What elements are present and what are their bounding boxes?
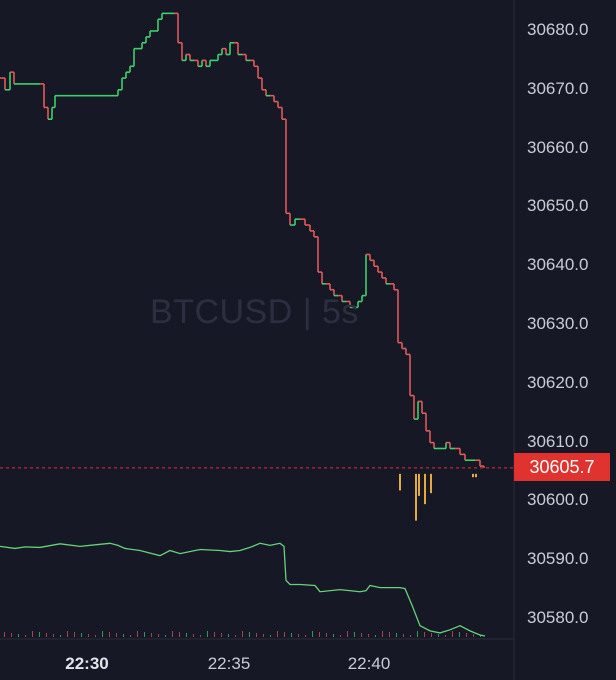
symbol-watermark: BTCUSD | 5s — [150, 293, 359, 331]
tick-volume-bar — [228, 634, 229, 637]
tick-volume-bar — [32, 631, 33, 637]
tick-volume-bar — [221, 633, 222, 637]
tick-volume-bar — [67, 631, 68, 637]
tick-volume-bar — [200, 635, 201, 637]
tick-volume-bar — [172, 631, 173, 637]
tick-volume-bar — [235, 635, 236, 637]
tick-volume-bar — [480, 635, 481, 637]
tick-volume-bar — [60, 635, 61, 637]
tick-volume-bar — [396, 633, 397, 637]
time-axis-label: 22:40 — [347, 654, 391, 673]
price-axis-label: 30620.0 — [527, 372, 589, 392]
price-axis-label: 30600.0 — [527, 490, 589, 510]
tick-volume-bar — [4, 632, 5, 637]
tick-volume-bar — [53, 634, 54, 637]
tick-volume-bar — [95, 635, 96, 637]
tick-volume-bar — [109, 632, 110, 637]
tick-volume-bar — [312, 631, 313, 637]
volume-bar — [475, 473, 477, 478]
tick-volume-bar — [11, 633, 12, 637]
volume-bar — [472, 473, 474, 478]
price-axis-label: 30650.0 — [527, 196, 589, 216]
tick-volume-bar — [319, 632, 320, 637]
tick-volume-bar — [410, 635, 411, 637]
tick-volume-bar — [74, 632, 75, 637]
tick-volume-bar — [263, 634, 264, 637]
tick-volume-bar — [298, 634, 299, 637]
tick-volume-bar — [305, 635, 306, 637]
tick-volume-bar — [333, 634, 334, 637]
tick-volume-bar — [291, 633, 292, 637]
tick-volume-bar — [466, 633, 467, 637]
tick-volume-bar — [130, 635, 131, 637]
tick-volume-bar — [151, 633, 152, 637]
time-axis-label: 22:35 — [207, 654, 251, 673]
tick-volume-bar — [424, 632, 425, 637]
tick-volume-bar — [431, 633, 432, 637]
tick-volume-bar — [347, 631, 348, 637]
tick-volume-bar — [18, 634, 19, 637]
tick-volume-bar — [158, 634, 159, 637]
tick-volume-bar — [88, 634, 89, 637]
price-axis-label: 30660.0 — [527, 137, 589, 157]
tick-volume-bar — [445, 635, 446, 637]
tick-volume-bar — [256, 633, 257, 637]
tick-volume-bar — [179, 632, 180, 637]
tick-volume-bar — [207, 631, 208, 637]
tick-volume-bar — [116, 633, 117, 637]
tick-volume-bar — [438, 634, 439, 637]
price-axis-label: 30640.0 — [527, 255, 589, 275]
tick-volume-bar — [277, 631, 278, 637]
tick-volume-bar — [354, 632, 355, 637]
time-axis-label: 22:30 — [65, 654, 109, 673]
tick-volume-bar — [144, 632, 145, 637]
tick-volume-bar — [249, 632, 250, 637]
volume-bar — [418, 473, 420, 496]
volume-bar — [415, 473, 417, 521]
volume-bar — [399, 473, 401, 491]
tick-volume-bar — [417, 631, 418, 637]
price-axis-label: 30610.0 — [527, 431, 589, 451]
price-axis-label: 30630.0 — [527, 314, 589, 333]
indicator-line — [0, 542, 486, 637]
tick-volume-bar — [270, 635, 271, 637]
tick-volume-bar — [46, 633, 47, 637]
tick-volume-bar — [242, 631, 243, 637]
tick-volume-bar — [284, 632, 285, 637]
tick-volume-bar — [375, 635, 376, 637]
price-axis-label: 30680.0 — [527, 20, 589, 39]
tick-volume-bar — [25, 635, 26, 637]
tick-volume-bar — [382, 631, 383, 637]
tick-volume-bar — [473, 634, 474, 637]
tick-volume-bar — [214, 632, 215, 637]
volume-bar — [430, 473, 432, 494]
tick-volume-bar — [368, 634, 369, 637]
tick-volume-bar — [326, 633, 327, 637]
tick-volume-bar — [186, 633, 187, 637]
price-axis-label: 30580.0 — [527, 608, 589, 627]
price-axis-label: 30670.0 — [527, 78, 589, 98]
price-axis-label: 30590.0 — [527, 549, 589, 569]
volume-bar — [424, 473, 426, 505]
tick-volume-bar — [102, 631, 103, 637]
tick-volume-bar — [403, 634, 404, 637]
tick-volume-bar — [459, 632, 460, 637]
tick-volume-bar — [389, 632, 390, 637]
tick-volume-bar — [452, 631, 453, 637]
tick-volume-bar — [340, 635, 341, 637]
tick-volume-bar — [165, 635, 166, 637]
tick-volume-bar — [193, 634, 194, 637]
tick-volume-bar — [361, 633, 362, 637]
tick-volume-bar — [123, 634, 124, 637]
last-price-tag: 30605.7 — [514, 453, 610, 481]
tick-volume-bar — [81, 633, 82, 637]
tick-volume-bar — [137, 631, 138, 637]
tick-volume-bar — [39, 632, 40, 637]
